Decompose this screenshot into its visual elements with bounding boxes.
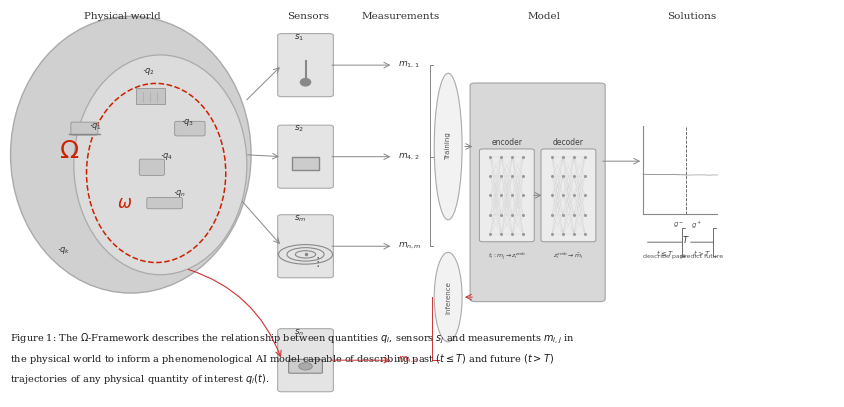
Ellipse shape (300, 79, 311, 86)
Text: Physical world: Physical world (84, 12, 160, 21)
Text: $m_{1,1}$: $m_{1,1}$ (398, 60, 419, 70)
FancyBboxPatch shape (139, 159, 165, 175)
Text: $g^-$: $g^-$ (673, 220, 684, 230)
FancyBboxPatch shape (289, 359, 322, 373)
Text: $\omega$: $\omega$ (117, 195, 133, 212)
Text: Sensors: Sensors (287, 12, 329, 21)
FancyBboxPatch shape (479, 149, 534, 242)
FancyBboxPatch shape (147, 197, 182, 209)
Text: $s_n$: $s_n$ (294, 327, 304, 338)
Text: $s_2$: $s_2$ (294, 124, 304, 134)
Text: $s_m$: $s_m$ (294, 213, 306, 224)
Text: $g^+$: $g^+$ (691, 220, 703, 231)
Text: $t \leq T$: $t \leq T$ (656, 248, 674, 258)
Text: ⋮: ⋮ (311, 256, 323, 269)
Ellipse shape (74, 55, 247, 275)
Text: $m_{4,2}$: $m_{4,2}$ (398, 151, 419, 162)
Ellipse shape (435, 73, 463, 220)
Text: decoder: decoder (553, 138, 584, 147)
Text: encoder: encoder (491, 138, 522, 147)
Text: $\cdot q_3$: $\cdot q_3$ (181, 116, 195, 128)
Text: $\cdot q_2$: $\cdot q_2$ (142, 66, 155, 77)
Text: Solutions: Solutions (668, 12, 717, 21)
Text: $\cdot q_k$: $\cdot q_k$ (57, 245, 71, 256)
Text: Training: Training (445, 133, 452, 160)
Text: $T$: $T$ (683, 234, 690, 245)
Ellipse shape (10, 16, 252, 293)
FancyBboxPatch shape (278, 125, 333, 188)
Ellipse shape (299, 363, 312, 370)
Text: describe past: describe past (643, 254, 686, 259)
Text: $\cdot q_n$: $\cdot q_n$ (173, 188, 187, 199)
Text: $t_i: m_j \rightarrow z_i^{emb}$: $t_i: m_j \rightarrow z_i^{emb}$ (488, 250, 526, 262)
Text: Inference: Inference (445, 281, 452, 313)
Text: $s_1$: $s_1$ (294, 32, 304, 43)
Text: $m_{n,m}$: $m_{n,m}$ (398, 241, 421, 252)
Text: $m_{\lambda,n}$: $m_{\lambda,n}$ (398, 355, 419, 365)
Text: predict future: predict future (680, 254, 723, 259)
FancyBboxPatch shape (175, 121, 205, 136)
FancyBboxPatch shape (470, 83, 605, 302)
Text: $z_i^{emb} \rightarrow \hat{m}_i$: $z_i^{emb} \rightarrow \hat{m}_i$ (553, 250, 584, 261)
Text: $t > T$: $t > T$ (693, 248, 711, 258)
FancyBboxPatch shape (292, 157, 319, 170)
FancyBboxPatch shape (278, 329, 333, 392)
Ellipse shape (435, 252, 463, 342)
FancyBboxPatch shape (541, 149, 596, 242)
Text: $\cdot q_1$: $\cdot q_1$ (89, 120, 102, 132)
FancyBboxPatch shape (136, 88, 165, 104)
Text: Figure 1: The $\Omega$-Framework describes the relationship between quantities $: Figure 1: The $\Omega$-Framework describ… (10, 332, 575, 386)
Text: Measurements: Measurements (362, 12, 440, 21)
FancyBboxPatch shape (278, 34, 333, 97)
Text: Model: Model (528, 12, 561, 21)
Text: $\Omega$: $\Omega$ (59, 139, 79, 162)
FancyBboxPatch shape (71, 122, 98, 135)
Text: $\cdot q_4$: $\cdot q_4$ (160, 151, 174, 162)
FancyBboxPatch shape (278, 215, 333, 278)
